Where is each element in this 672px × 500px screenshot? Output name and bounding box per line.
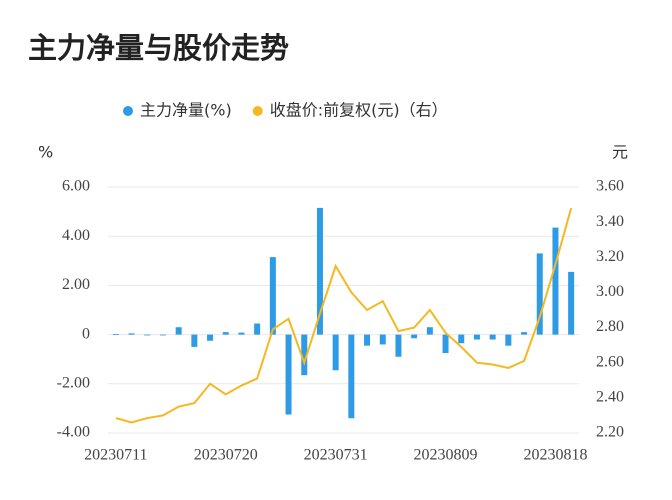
bar (568, 271, 575, 335)
bar (301, 334, 308, 376)
bar (489, 334, 496, 340)
bar (379, 334, 386, 345)
bar (458, 334, 465, 344)
x-tick-label: 20230809 (414, 447, 478, 464)
bar (505, 334, 512, 346)
y-tick-label: 2.00 (62, 276, 90, 293)
bar (159, 334, 166, 336)
bar (207, 334, 214, 341)
legend-label: 主力净量(%) (140, 101, 232, 120)
x-tick-label: 20230711 (84, 447, 147, 464)
bar (442, 334, 449, 354)
bar (536, 253, 543, 335)
bar (473, 334, 480, 340)
bar (269, 257, 276, 335)
y2-tick-label: 3.40 (596, 213, 624, 230)
bar (238, 332, 245, 335)
y-tick-label: -4.00 (57, 424, 90, 441)
y-tick-label: -2.00 (57, 374, 90, 391)
bar (191, 334, 198, 347)
y2-tick-label: 3.60 (596, 178, 624, 195)
bar (332, 334, 339, 371)
bar (395, 334, 402, 357)
y2-tick-label: 3.20 (596, 248, 624, 265)
bar (254, 323, 261, 335)
y2-tick-label: 3.00 (596, 283, 624, 300)
bar (521, 332, 528, 335)
y-unit: % (38, 143, 53, 162)
y2-tick-label: 2.40 (596, 389, 624, 406)
bar (285, 334, 292, 415)
bar (348, 334, 355, 419)
bar (222, 332, 229, 335)
y2-tick-label: 2.20 (596, 424, 624, 441)
price-line (115, 207, 573, 424)
x-tick-label: 20230720 (194, 447, 258, 464)
bar (128, 333, 135, 335)
bar (426, 327, 433, 335)
x-tick-label: 20230818 (523, 447, 587, 464)
legend-label: 收盘价:前复权(元)（右） (270, 101, 448, 120)
legend-marker (252, 106, 263, 116)
bar (364, 334, 371, 346)
y-tick-label: 4.00 (62, 227, 90, 244)
bar (175, 327, 182, 335)
y-tick-label: 6.00 (62, 178, 90, 195)
y2-tick-label: 2.60 (596, 353, 624, 370)
y2-tick-label: 2.80 (596, 318, 624, 335)
bar (411, 334, 418, 339)
x-tick-label: 20230731 (304, 447, 368, 464)
legend-marker (123, 106, 133, 116)
bar (144, 334, 151, 336)
bar (316, 207, 323, 335)
y2-unit: 元 (612, 143, 628, 162)
bar (112, 334, 119, 335)
y-tick-label: 0 (82, 325, 90, 342)
chart-title: 主力净量与股价走势 (28, 31, 289, 65)
bar (552, 227, 559, 335)
